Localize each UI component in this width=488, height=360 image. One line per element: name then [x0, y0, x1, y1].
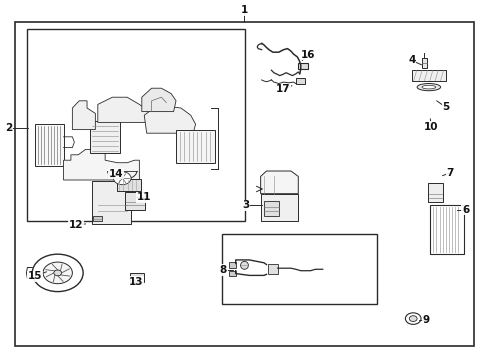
Circle shape	[113, 172, 131, 185]
Bar	[222, 234, 376, 304]
Polygon shape	[260, 171, 298, 194]
Text: 17: 17	[276, 84, 290, 94]
Text: 11: 11	[137, 192, 151, 202]
Polygon shape	[72, 101, 95, 130]
Polygon shape	[63, 149, 139, 180]
Text: 13: 13	[128, 276, 143, 287]
Bar	[93, 216, 102, 221]
Text: 10: 10	[423, 122, 438, 132]
Polygon shape	[144, 106, 195, 133]
Circle shape	[43, 262, 72, 284]
Polygon shape	[98, 97, 151, 122]
Circle shape	[54, 270, 61, 276]
Text: 14: 14	[108, 168, 123, 179]
Circle shape	[32, 254, 83, 292]
Circle shape	[405, 313, 420, 324]
Bar	[228, 271, 235, 276]
Bar	[429, 205, 463, 254]
Text: 16: 16	[300, 50, 315, 60]
Polygon shape	[92, 181, 131, 224]
Polygon shape	[260, 194, 298, 221]
Bar	[124, 192, 145, 210]
Bar	[129, 273, 144, 282]
Bar	[267, 264, 277, 274]
Bar	[427, 183, 442, 202]
Text: 4: 4	[407, 55, 415, 66]
Bar	[411, 70, 445, 81]
Bar	[27, 29, 244, 221]
Text: 15: 15	[28, 271, 42, 281]
Bar	[117, 179, 141, 191]
Text: 12: 12	[68, 220, 83, 230]
Bar	[297, 63, 307, 69]
Bar	[228, 262, 235, 268]
Text: 6: 6	[461, 204, 468, 215]
Text: 8: 8	[220, 265, 226, 275]
Bar	[264, 201, 278, 216]
Bar	[176, 130, 215, 163]
Ellipse shape	[421, 85, 435, 89]
Text: 1: 1	[241, 5, 247, 15]
Text: 2: 2	[5, 123, 12, 133]
Polygon shape	[142, 88, 176, 112]
Bar	[421, 58, 427, 68]
Bar	[295, 78, 304, 84]
Circle shape	[408, 316, 416, 321]
Text: 3: 3	[242, 200, 249, 210]
Ellipse shape	[240, 261, 248, 269]
Bar	[90, 121, 120, 153]
Ellipse shape	[416, 84, 440, 91]
Text: 9: 9	[422, 315, 429, 325]
Text: 7: 7	[445, 168, 453, 178]
Text: 5: 5	[442, 102, 448, 112]
Bar	[35, 124, 63, 166]
